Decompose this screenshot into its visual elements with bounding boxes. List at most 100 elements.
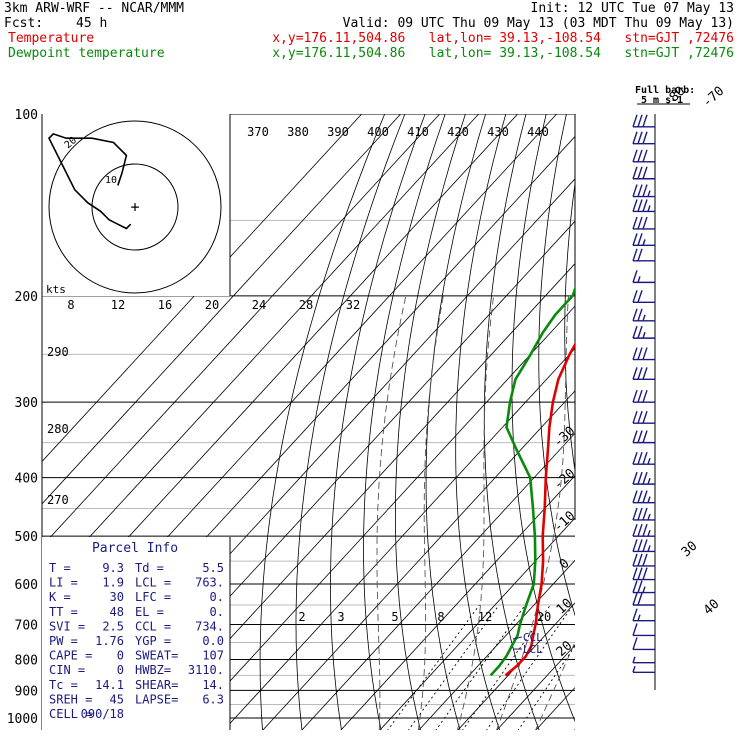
theta-tick-390: 390 <box>327 125 349 139</box>
isotherm--40 <box>262 390 575 730</box>
parcel-key-left: K = <box>49 590 71 604</box>
dry-adiabat-390 <box>706 114 740 731</box>
parcel-key-left: SREH = <box>49 692 92 706</box>
mixing-ratio-3 <box>408 604 500 730</box>
mixing-ratio-label-3: 3 <box>337 610 344 624</box>
parcel-key-right: SWEAT= <box>135 649 178 663</box>
wind-barb-flag-full <box>642 216 648 230</box>
wind-barb-flag-full <box>632 523 638 537</box>
wind-barb-flag-full <box>642 149 648 163</box>
dry-adiabat-360 <box>638 114 740 731</box>
dry-adiabat-250 <box>330 114 426 730</box>
wind-barb-flag-full <box>632 233 638 246</box>
valid-time: Valid: 09 UTC Thu 09 May 13 (03 MDT Thu … <box>342 16 734 31</box>
isotherm-50 <box>613 114 740 731</box>
parcel-key-left: LI = <box>49 576 78 590</box>
wind-barbs <box>632 114 656 690</box>
wind-barb-flag-half <box>637 276 641 283</box>
speed-tick-32: 32 <box>346 298 360 312</box>
parcel-info-title: Parcel Info <box>92 541 178 556</box>
isotherm-label-30: 30 <box>679 539 701 561</box>
wind-barb-flag-half <box>647 205 651 212</box>
wind-barb-flag-full <box>632 430 638 443</box>
wind-barb-flag-full <box>637 131 643 144</box>
wind-barb-flag-full <box>642 539 648 552</box>
wind-barb-flag-half <box>647 496 651 503</box>
parcel-value-left: 1.9 <box>102 576 124 590</box>
parcel-key-right: LCL = <box>135 576 171 590</box>
parcel-key-left: CELL = <box>49 707 92 721</box>
speed-tick-8: 8 <box>67 298 74 312</box>
wind-barb-flag-full <box>642 567 648 580</box>
mixing-ratio-5 <box>435 604 526 730</box>
parcel-key-left: CIN = <box>49 663 85 677</box>
wind-barb-flag-half <box>632 666 636 673</box>
parcel-value-left: 2.5 <box>102 619 124 633</box>
wind-barb-flag-full <box>632 451 638 465</box>
wind-barb-flag-full <box>637 523 643 537</box>
hodograph-ring-inner <box>91 163 179 251</box>
parcel-value-left: 48 <box>110 605 124 619</box>
barb-legend-line2: 5 m s-1 <box>641 95 683 106</box>
parcel-value-right: 3110. <box>188 663 224 677</box>
temperature-location: x,y=176.11,504.86 lat,lon= 39.13,-108.54… <box>272 31 734 46</box>
dewpoint-profile <box>489 285 575 677</box>
isotherm--70 <box>145 263 575 730</box>
wind-barb-flag-full <box>637 539 643 552</box>
wind-barb-flag-full <box>637 308 643 322</box>
isotherm--160 <box>42 114 362 463</box>
theta-label-290: 290 <box>47 345 69 359</box>
wind-barb-flag-full <box>632 347 638 360</box>
barb-legend-line1: Full barb: <box>635 85 695 96</box>
wind-barb-flag-full <box>637 367 643 380</box>
parcel-value-left: 14.1 <box>95 678 124 692</box>
speed-tick-16: 16 <box>158 298 172 312</box>
parcel-value-right: 0. <box>210 605 224 619</box>
wind-barb-flag-full <box>642 471 648 485</box>
wind-barb-flag-half <box>647 529 651 537</box>
plus-icon: + <box>130 198 139 216</box>
wind-barb-flag-full <box>632 580 638 593</box>
wind-barb-flag-full <box>632 553 638 567</box>
wind-barb-flag-full <box>637 233 643 246</box>
wind-barb-flag-full <box>632 248 638 262</box>
pressure-label-300: 300 <box>15 396 38 411</box>
pressure-label-500: 500 <box>15 530 38 545</box>
parcel-value-left: 45 <box>110 692 124 706</box>
dry-adiabat-370 <box>661 114 740 731</box>
forecast-label: Fcst: <box>4 16 44 31</box>
mixing-ratio-label-20: 20 <box>537 610 551 624</box>
wind-barb-flag-half <box>637 614 641 621</box>
wind-barb-flag-full <box>632 216 638 230</box>
parcel-key-left: TT = <box>49 605 78 619</box>
wind-barb-flag-half <box>647 513 651 521</box>
wind-barb-flag-full <box>637 567 643 580</box>
isotherm-10 <box>457 602 575 730</box>
pressure-label-700: 700 <box>15 618 38 633</box>
dewpoint-location: x,y=176.11,504.86 lat,lon= 39.13,-108.54… <box>272 46 734 61</box>
wind-barb-flag-half <box>632 656 636 663</box>
wind-barb-flag-full <box>642 507 648 521</box>
wind-barb-flag-full <box>642 367 648 380</box>
dry-adiabat-260 <box>363 114 446 730</box>
parcel-value-right: 107 <box>202 649 224 663</box>
barb-legend: Full barb: 5 m s-1 <box>635 85 695 106</box>
isotherm--30 <box>301 432 575 730</box>
theta-label-270: 270 <box>47 493 69 507</box>
parcel-key-right: LAPSE= <box>135 692 178 706</box>
wind-barb-flag-full <box>642 199 648 212</box>
wind-barb-flag-full <box>632 490 638 503</box>
temperature-legend-label: Temperature <box>8 31 95 46</box>
parcel-key-left: SVI = <box>49 619 85 633</box>
parcel-key-right: YGP = <box>135 634 171 648</box>
mixing-ratio-label-8: 8 <box>437 610 444 624</box>
wind-barb-flag-half <box>647 545 651 552</box>
wind-barb-flag-full <box>642 131 648 144</box>
parcel-value-right: 0. <box>210 590 224 604</box>
pressure-label-600: 600 <box>15 578 38 593</box>
wind-barb-flag-full <box>637 184 643 197</box>
ccl-pointer <box>512 636 522 640</box>
theta-tick-440: 440 <box>527 125 549 139</box>
dewpoint-legend-label: Dewpoint temperature <box>8 46 165 61</box>
wind-barb-flag-full <box>637 451 643 465</box>
